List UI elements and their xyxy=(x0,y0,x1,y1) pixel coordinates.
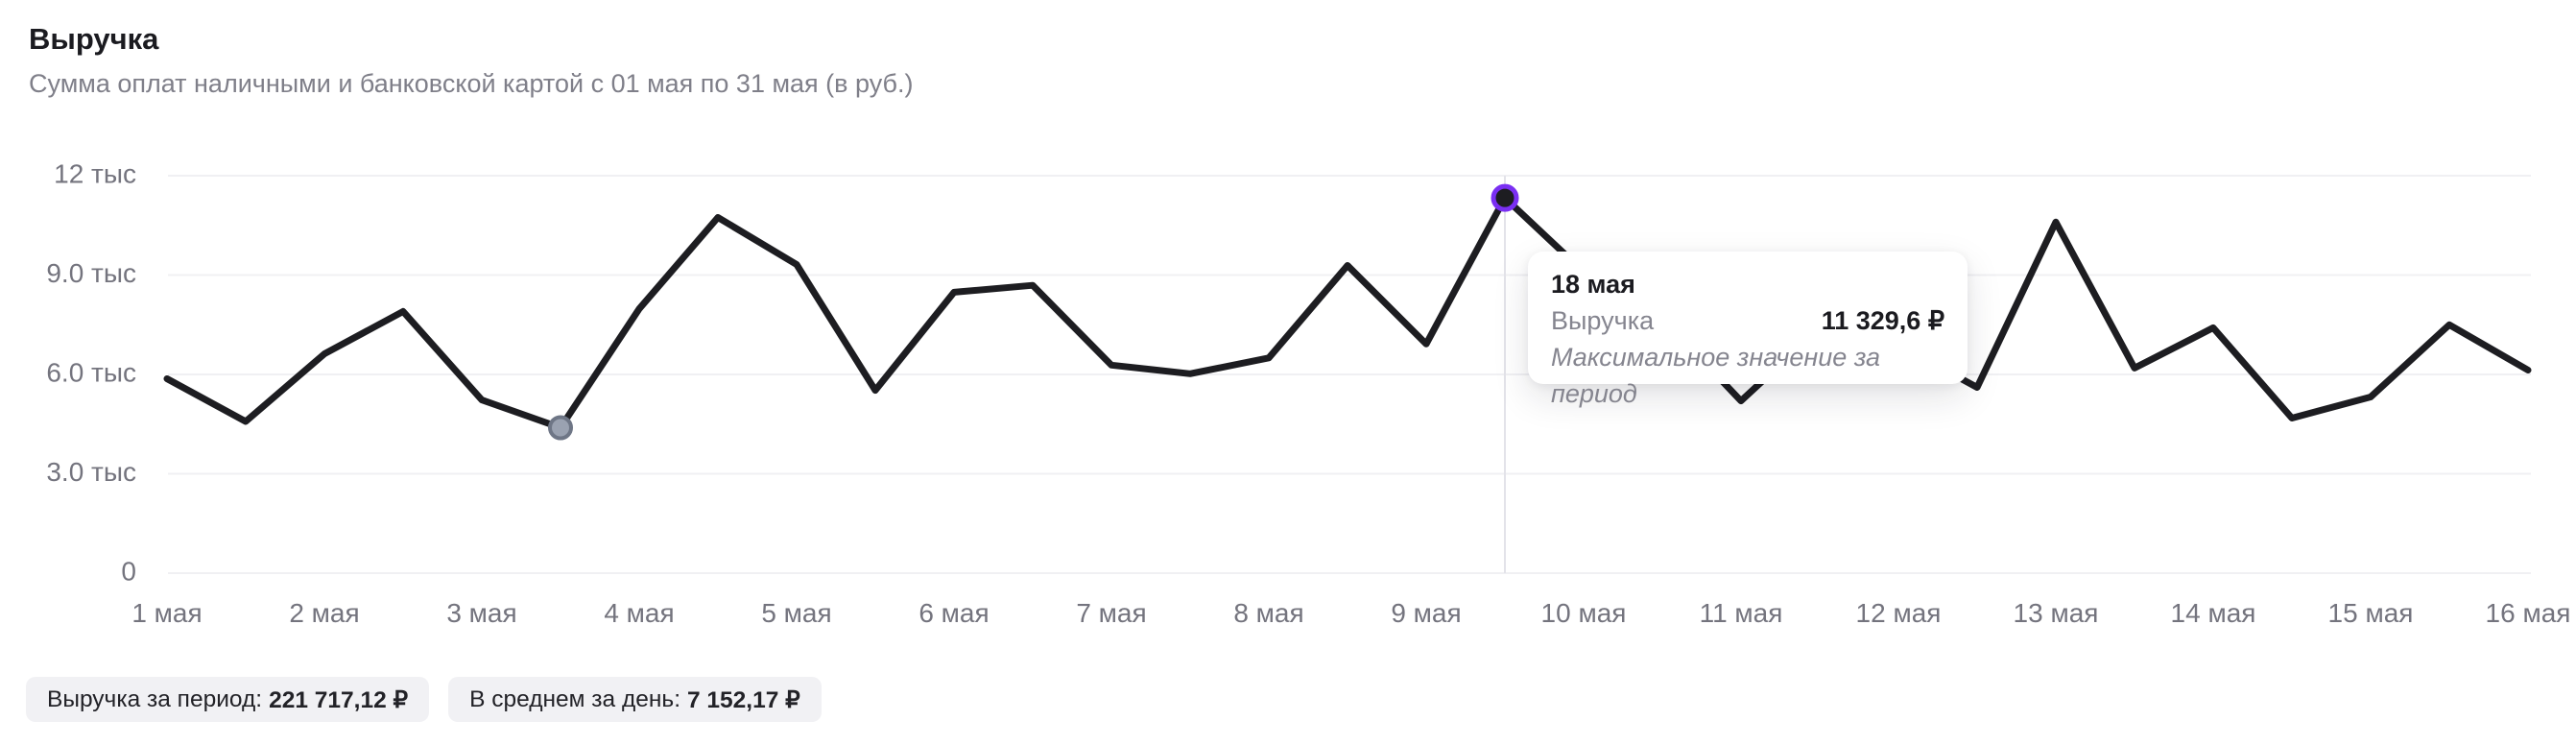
x-tick-label: 16 мая xyxy=(2486,598,2571,628)
x-tick-label: 8 мая xyxy=(1233,598,1303,628)
min-point-marker[interactable] xyxy=(548,415,573,441)
period-total-value: 221 717,12 ₽ xyxy=(269,686,409,713)
x-tick-label: 9 мая xyxy=(1391,598,1461,628)
x-tick-label: 12 мая xyxy=(1856,598,1942,628)
chart-tooltip: 18 мая Выручка 11 329,6 ₽ Максимальное з… xyxy=(1528,252,1968,408)
daily-average-badge: В среднем за день: 7 152,17 ₽ xyxy=(448,677,822,722)
tooltip-date: 18 мая xyxy=(1551,270,1635,299)
tooltip-value-row: Выручка 11 329,6 ₽ xyxy=(1551,302,1944,339)
revenue-series-line[interactable] xyxy=(163,194,2532,431)
x-tick-label: 6 мая xyxy=(918,598,989,628)
y-grid: 0 3.0 тыс 6.0 тыс 9.0 тыс 12 тыс xyxy=(46,158,2531,586)
x-tick-label: 10 мая xyxy=(1541,598,1627,628)
summary-badges: Выручка за период: 221 717,12 ₽ В средне… xyxy=(26,677,822,722)
y-tick-label: 3.0 тыс xyxy=(46,457,136,487)
y-tick-label: 0 xyxy=(121,556,136,586)
y-tick-label: 6.0 тыс xyxy=(46,357,136,387)
period-total-badge: Выручка за период: 221 717,12 ₽ xyxy=(26,677,430,722)
page-title: Выручка xyxy=(29,22,159,56)
x-tick-label: 4 мая xyxy=(604,598,674,628)
max-point-marker[interactable] xyxy=(1491,183,1519,212)
x-tick-label: 1 мая xyxy=(131,598,202,628)
x-tick-label: 2 мая xyxy=(289,598,359,628)
tooltip-note: Максимальное значение за период xyxy=(1551,343,1881,408)
x-tick-label: 15 мая xyxy=(2328,598,2414,628)
period-total-label: Выручка за период: xyxy=(47,685,263,712)
x-tick-label: 5 мая xyxy=(761,598,831,628)
tooltip-value: 11 329,6 ₽ xyxy=(1821,306,1944,335)
y-tick-label: 9.0 тыс xyxy=(46,258,136,288)
y-tick-label: 12 тыс xyxy=(54,158,136,188)
page-subtitle: Сумма оплат наличными и банковской карто… xyxy=(29,69,914,98)
x-tick-label: 14 мая xyxy=(2171,598,2256,628)
x-tick-label: 7 мая xyxy=(1076,598,1146,628)
x-tick-label: 13 мая xyxy=(2014,598,2099,628)
daily-average-label: В среднем за день: xyxy=(469,685,680,712)
x-tick-label: 3 мая xyxy=(446,598,516,628)
x-tick-label: 11 мая xyxy=(1700,598,1783,628)
tooltip-series-label: Выручка xyxy=(1551,306,1655,335)
daily-average-value: 7 152,17 ₽ xyxy=(687,686,800,713)
chart-header: Выручка Сумма оплат наличными и банковск… xyxy=(29,21,913,100)
x-axis-labels: 1 мая 2 мая 3 мая 4 мая 5 мая 6 мая 7 мая 8 мая… xyxy=(131,598,2570,628)
